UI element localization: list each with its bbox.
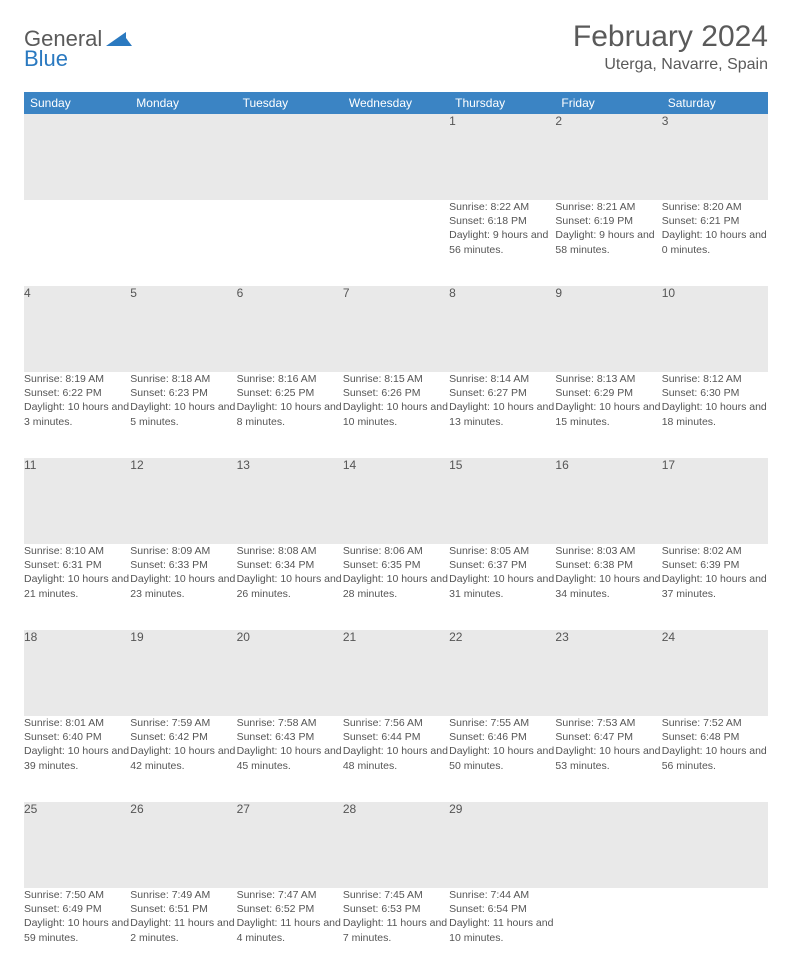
day-number-cell: 24	[662, 630, 768, 716]
weekday-header: Thursday	[449, 92, 555, 114]
day-number-cell: 7	[343, 286, 449, 372]
day-details-cell: Sunrise: 8:09 AMSunset: 6:33 PMDaylight:…	[130, 544, 236, 630]
day-details-cell: Sunrise: 7:56 AMSunset: 6:44 PMDaylight:…	[343, 716, 449, 802]
day-details-cell: Sunrise: 8:19 AMSunset: 6:22 PMDaylight:…	[24, 372, 130, 458]
day-details-cell	[237, 200, 343, 286]
day-number-cell: 29	[449, 802, 555, 888]
day-details-cell: Sunrise: 8:15 AMSunset: 6:26 PMDaylight:…	[343, 372, 449, 458]
calendar-table: Sunday Monday Tuesday Wednesday Thursday…	[24, 92, 768, 974]
day-details-cell	[662, 888, 768, 974]
day-details-cell: Sunrise: 8:02 AMSunset: 6:39 PMDaylight:…	[662, 544, 768, 630]
weekday-header-row: Sunday Monday Tuesday Wednesday Thursday…	[24, 92, 768, 114]
day-details-cell: Sunrise: 8:05 AMSunset: 6:37 PMDaylight:…	[449, 544, 555, 630]
day-number-cell: 6	[237, 286, 343, 372]
day-number-cell: 28	[343, 802, 449, 888]
calendar-body: 123 Sunrise: 8:22 AMSunset: 6:18 PMDayli…	[24, 114, 768, 974]
day-details-row: Sunrise: 8:19 AMSunset: 6:22 PMDaylight:…	[24, 372, 768, 458]
day-details-cell	[24, 200, 130, 286]
day-details-cell: Sunrise: 7:49 AMSunset: 6:51 PMDaylight:…	[130, 888, 236, 974]
day-details-cell	[555, 888, 661, 974]
logo-text-part2: Blue	[24, 46, 68, 72]
day-details-cell: Sunrise: 8:18 AMSunset: 6:23 PMDaylight:…	[130, 372, 236, 458]
day-details-cell: Sunrise: 7:53 AMSunset: 6:47 PMDaylight:…	[555, 716, 661, 802]
day-details-cell: Sunrise: 7:50 AMSunset: 6:49 PMDaylight:…	[24, 888, 130, 974]
day-details-cell: Sunrise: 7:44 AMSunset: 6:54 PMDaylight:…	[449, 888, 555, 974]
day-details-row: Sunrise: 8:01 AMSunset: 6:40 PMDaylight:…	[24, 716, 768, 802]
day-number-cell: 15	[449, 458, 555, 544]
day-details-cell: Sunrise: 8:03 AMSunset: 6:38 PMDaylight:…	[555, 544, 661, 630]
day-number-cell: 12	[130, 458, 236, 544]
month-title: February 2024	[573, 20, 768, 54]
weekday-header: Tuesday	[237, 92, 343, 114]
header: General February 2024 Uterga, Navarre, S…	[24, 20, 768, 74]
day-details-cell: Sunrise: 7:45 AMSunset: 6:53 PMDaylight:…	[343, 888, 449, 974]
day-number-cell	[343, 114, 449, 200]
day-number-cell	[555, 802, 661, 888]
title-block: February 2024 Uterga, Navarre, Spain	[573, 20, 768, 74]
day-number-cell: 19	[130, 630, 236, 716]
day-number-cell: 22	[449, 630, 555, 716]
day-number-cell: 26	[130, 802, 236, 888]
day-number-cell	[237, 114, 343, 200]
day-number-cell: 25	[24, 802, 130, 888]
day-number-row: 2526272829	[24, 802, 768, 888]
day-details-cell: Sunrise: 7:55 AMSunset: 6:46 PMDaylight:…	[449, 716, 555, 802]
day-details-cell: Sunrise: 8:20 AMSunset: 6:21 PMDaylight:…	[662, 200, 768, 286]
day-details-cell: Sunrise: 8:21 AMSunset: 6:19 PMDaylight:…	[555, 200, 661, 286]
day-number-cell: 11	[24, 458, 130, 544]
day-details-cell: Sunrise: 8:10 AMSunset: 6:31 PMDaylight:…	[24, 544, 130, 630]
day-number-cell	[130, 114, 236, 200]
day-details-cell: Sunrise: 7:58 AMSunset: 6:43 PMDaylight:…	[237, 716, 343, 802]
day-details-row: Sunrise: 7:50 AMSunset: 6:49 PMDaylight:…	[24, 888, 768, 974]
day-number-cell	[24, 114, 130, 200]
weekday-header: Monday	[130, 92, 236, 114]
day-details-cell: Sunrise: 8:16 AMSunset: 6:25 PMDaylight:…	[237, 372, 343, 458]
day-number-cell: 16	[555, 458, 661, 544]
logo-triangle-icon	[106, 30, 132, 48]
day-number-cell: 2	[555, 114, 661, 200]
day-number-cell: 23	[555, 630, 661, 716]
day-number-cell: 4	[24, 286, 130, 372]
day-details-cell: Sunrise: 8:06 AMSunset: 6:35 PMDaylight:…	[343, 544, 449, 630]
location: Uterga, Navarre, Spain	[573, 56, 768, 74]
day-details-row: Sunrise: 8:10 AMSunset: 6:31 PMDaylight:…	[24, 544, 768, 630]
day-number-cell: 1	[449, 114, 555, 200]
day-number-row: 18192021222324	[24, 630, 768, 716]
weekday-header: Wednesday	[343, 92, 449, 114]
day-details-cell	[343, 200, 449, 286]
day-details-cell: Sunrise: 8:12 AMSunset: 6:30 PMDaylight:…	[662, 372, 768, 458]
day-number-cell: 20	[237, 630, 343, 716]
day-number-cell: 9	[555, 286, 661, 372]
day-number-cell	[662, 802, 768, 888]
weekday-header: Friday	[555, 92, 661, 114]
day-number-cell: 3	[662, 114, 768, 200]
day-number-cell: 17	[662, 458, 768, 544]
day-number-cell: 27	[237, 802, 343, 888]
day-details-cell: Sunrise: 7:52 AMSunset: 6:48 PMDaylight:…	[662, 716, 768, 802]
day-number-cell: 18	[24, 630, 130, 716]
day-number-cell: 10	[662, 286, 768, 372]
day-details-cell: Sunrise: 8:01 AMSunset: 6:40 PMDaylight:…	[24, 716, 130, 802]
day-details-cell: Sunrise: 8:14 AMSunset: 6:27 PMDaylight:…	[449, 372, 555, 458]
weekday-header: Saturday	[662, 92, 768, 114]
day-details-row: Sunrise: 8:22 AMSunset: 6:18 PMDaylight:…	[24, 200, 768, 286]
day-number-cell: 14	[343, 458, 449, 544]
day-number-row: 123	[24, 114, 768, 200]
weekday-header: Sunday	[24, 92, 130, 114]
day-details-cell: Sunrise: 7:59 AMSunset: 6:42 PMDaylight:…	[130, 716, 236, 802]
day-details-cell: Sunrise: 8:22 AMSunset: 6:18 PMDaylight:…	[449, 200, 555, 286]
day-number-row: 11121314151617	[24, 458, 768, 544]
day-details-cell	[130, 200, 236, 286]
day-number-cell: 21	[343, 630, 449, 716]
day-number-row: 45678910	[24, 286, 768, 372]
day-number-cell: 5	[130, 286, 236, 372]
day-number-cell: 8	[449, 286, 555, 372]
day-details-cell: Sunrise: 7:47 AMSunset: 6:52 PMDaylight:…	[237, 888, 343, 974]
day-details-cell: Sunrise: 8:13 AMSunset: 6:29 PMDaylight:…	[555, 372, 661, 458]
day-number-cell: 13	[237, 458, 343, 544]
day-details-cell: Sunrise: 8:08 AMSunset: 6:34 PMDaylight:…	[237, 544, 343, 630]
